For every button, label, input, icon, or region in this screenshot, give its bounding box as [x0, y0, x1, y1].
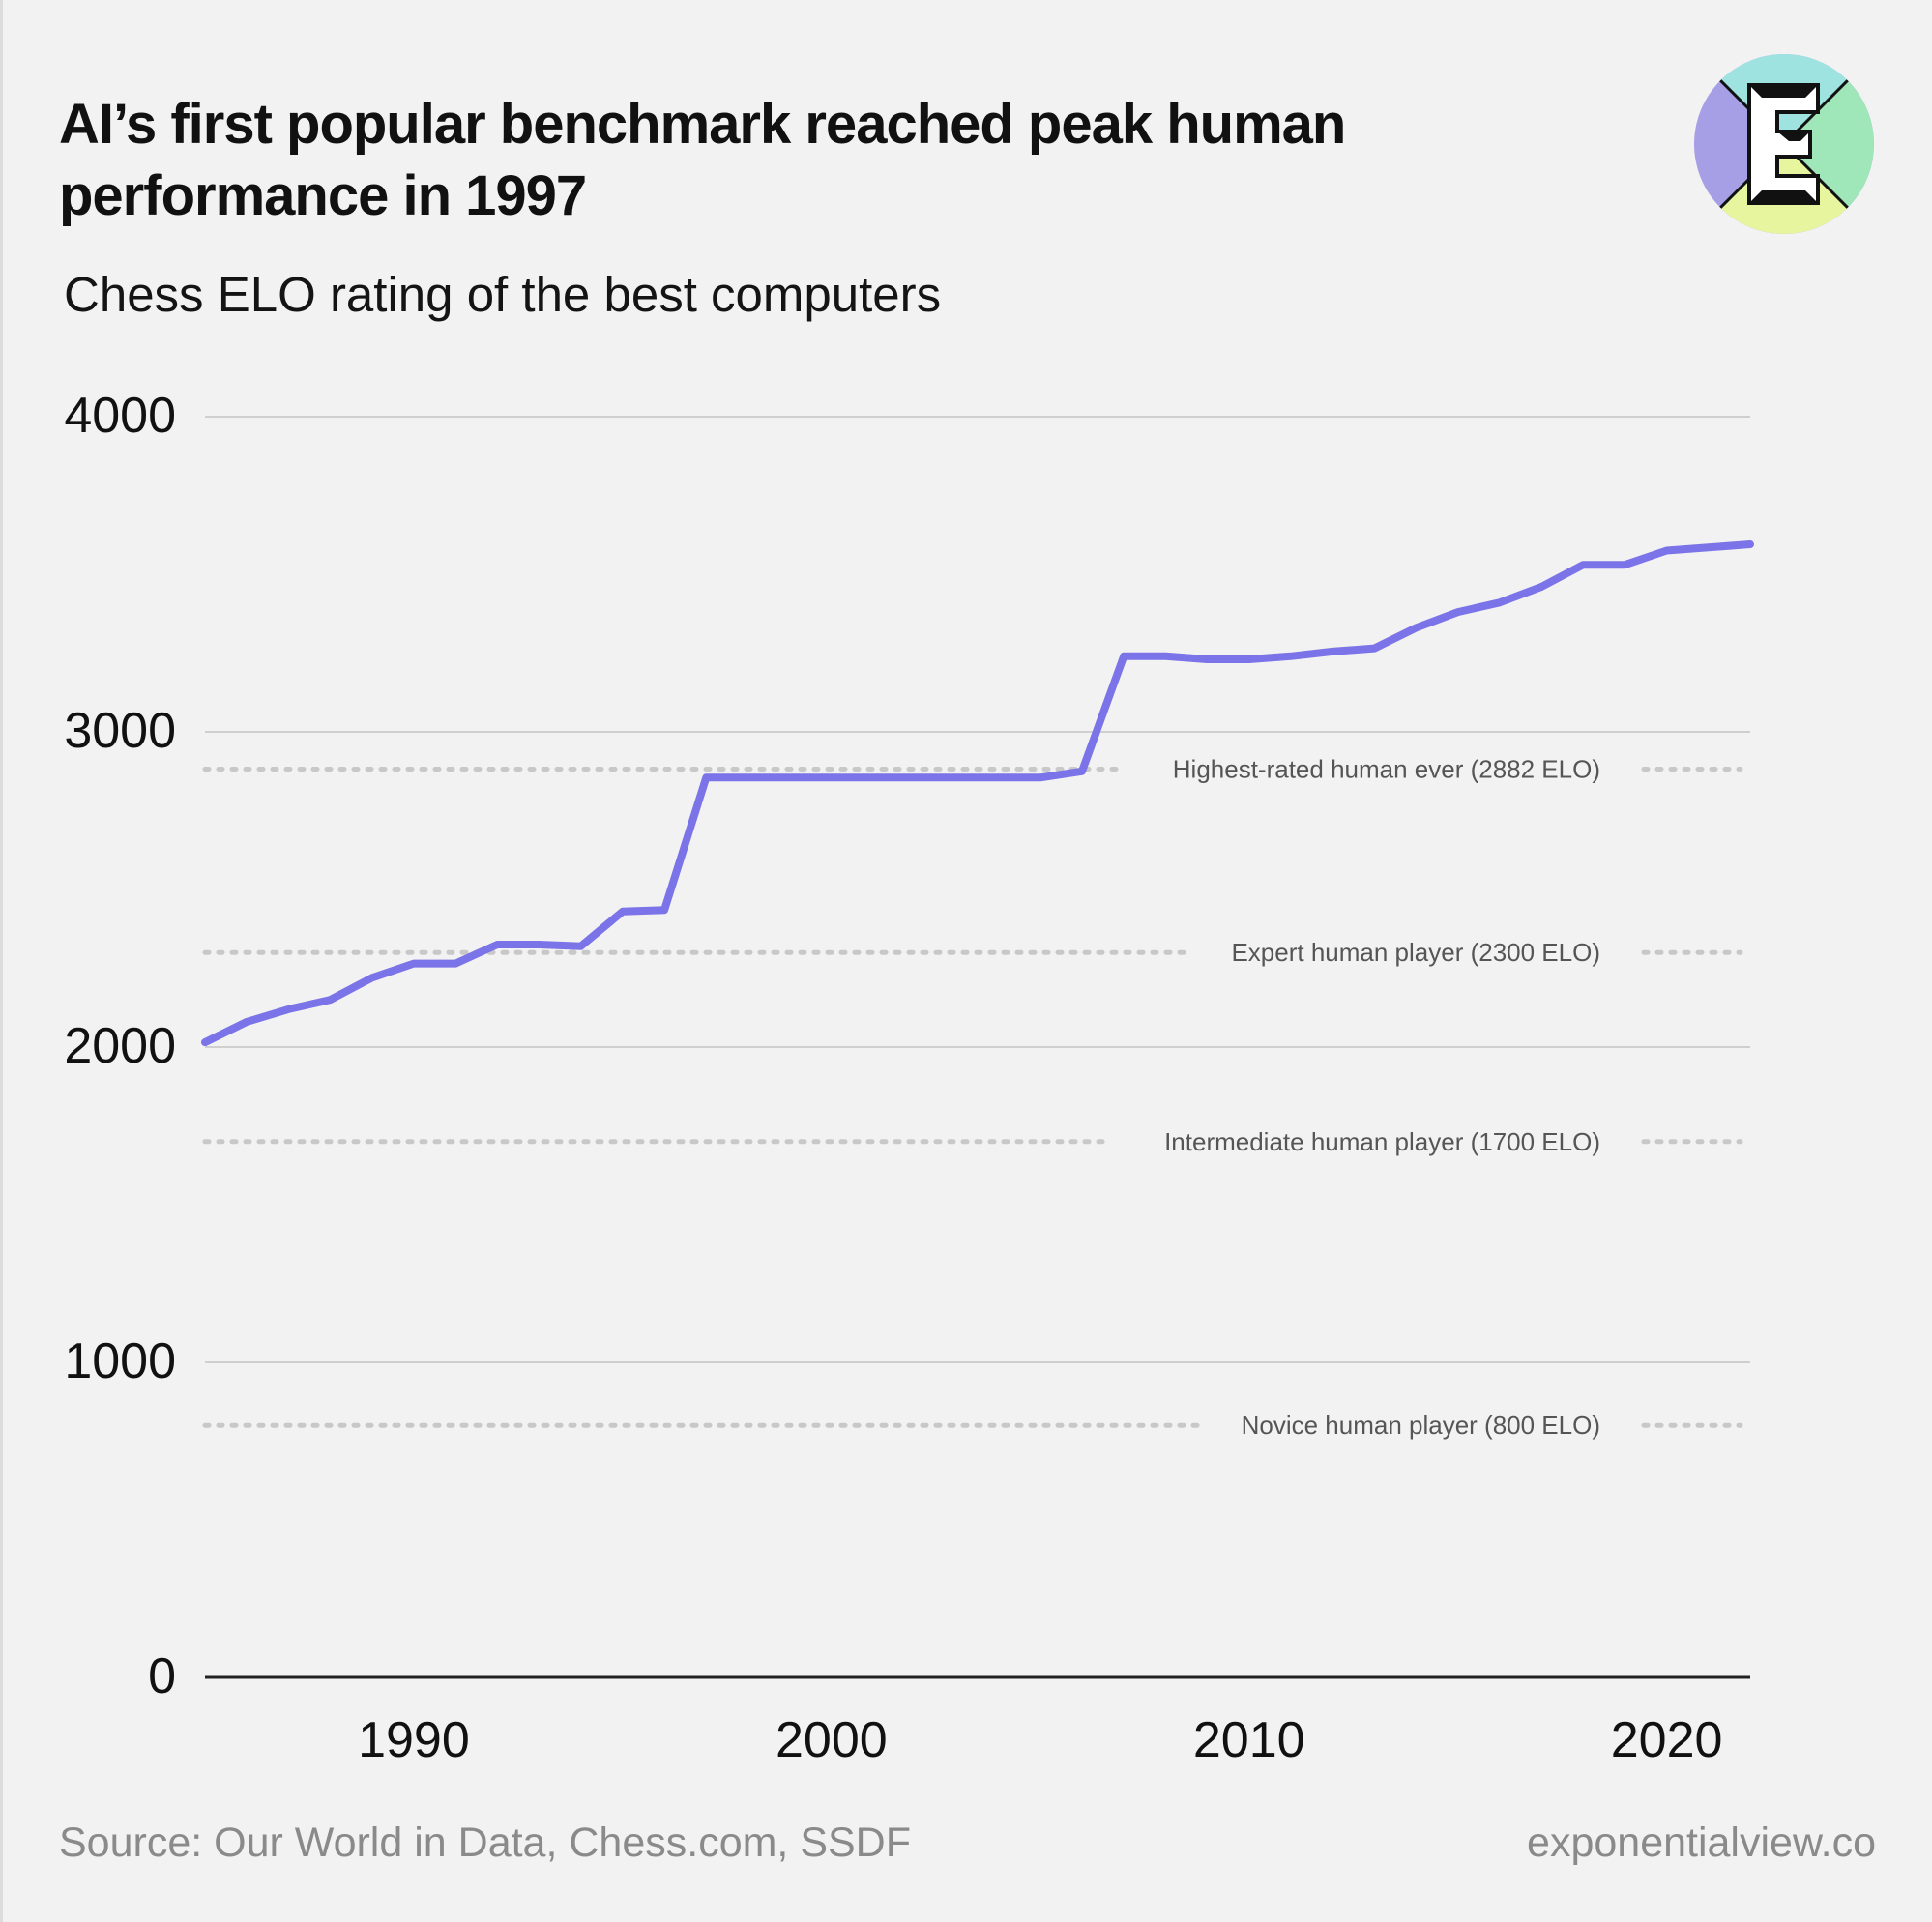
- x-tick-label: 2020: [1611, 1712, 1723, 1768]
- y-tick-label: 4000: [64, 388, 176, 444]
- x-tick-label: 2010: [1193, 1712, 1305, 1768]
- chart-title: AI’s first popular benchmark reached pea…: [59, 93, 1346, 227]
- series-line: [201, 540, 1754, 1047]
- source-note: Source: Our World in Data, Chess.com, SS…: [59, 1820, 911, 1866]
- chart-subtitle: Chess ELO rating of the best computers: [64, 267, 942, 322]
- reference-line-label: Expert human player (2300 ELO): [1231, 938, 1600, 967]
- y-tick-label: 0: [148, 1648, 176, 1704]
- y-tick-label: 1000: [64, 1333, 176, 1389]
- site-credit: exponentialview.co: [1527, 1820, 1876, 1866]
- line-chart: 0 1000 2000 3000 4000 1990 2000 2010 2020 Highest…: [64, 388, 1754, 1768]
- x-tick-label: 2000: [776, 1712, 888, 1768]
- exponential-view-e-logo-icon: [1694, 54, 1874, 234]
- y-tick-label: 3000: [64, 703, 176, 759]
- reference-line-label: Highest-rated human ever (2882 ELO): [1173, 754, 1600, 783]
- reference-line-label: Intermediate human player (1700 ELO): [1164, 1127, 1600, 1156]
- reference-line-label: Novice human player (800 ELO): [1242, 1411, 1600, 1440]
- y-tick-label: 2000: [64, 1018, 176, 1074]
- x-tick-label: 1990: [358, 1712, 470, 1768]
